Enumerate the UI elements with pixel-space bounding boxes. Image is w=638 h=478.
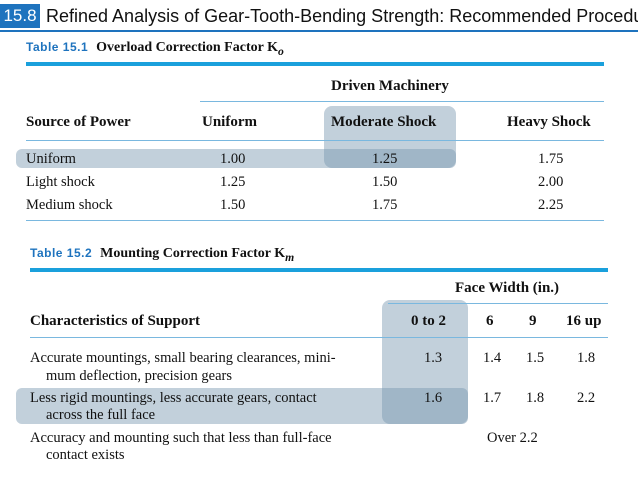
table1-col-uniform: Uniform <box>202 114 257 130</box>
table1-cell: 1.50 <box>220 197 246 213</box>
table1-caption: Table 15.1 Overload Correction Factor Ko <box>26 40 284 58</box>
table1-label: Table 15.1 <box>26 40 89 54</box>
table2-row-label-cont: mum deflection, precision gears <box>46 368 233 384</box>
table2-top-rule <box>30 268 608 272</box>
table1-row-label: Medium shock <box>26 197 113 213</box>
table2-over-value: Over 2.2 <box>487 430 538 446</box>
table2-column-highlight <box>382 300 468 424</box>
table2-row-label-cont: across the full face <box>46 407 156 423</box>
table1-cell: 1.75 <box>372 197 398 213</box>
table2-cell: 1.8 <box>577 350 596 366</box>
table2-cell: 1.3 <box>424 350 443 366</box>
table2-col-0-to-2: 0 to 2 <box>411 313 446 329</box>
table2-col-9: 9 <box>529 313 537 329</box>
table1-bottom-rule <box>26 220 604 221</box>
table1-cell: 1.50 <box>372 174 398 190</box>
table1-cell: 1.00 <box>220 151 246 167</box>
header-rule <box>0 30 638 32</box>
table2-cell: 1.5 <box>526 350 545 366</box>
table1-row-header: Source of Power <box>26 114 131 130</box>
section-number-badge: 15.8 <box>0 4 40 28</box>
table2-row-label: Accuracy and mounting such that less tha… <box>30 430 332 446</box>
page-title: Refined Analysis of Gear-Tooth-Bending S… <box>46 6 638 26</box>
table2-group-rule <box>388 303 608 304</box>
table2-col-16-up: 16 up <box>566 313 602 329</box>
table2-caption: Table 15.2 Mounting Correction Factor Km <box>30 246 294 264</box>
table1-cell: 2.00 <box>538 174 564 190</box>
table1-cell: 2.25 <box>538 197 564 213</box>
table2-row-header: Characteristics of Support <box>30 313 200 329</box>
table1-col-moderate-shock: Moderate Shock <box>331 114 437 130</box>
table1-group-rule <box>200 101 604 102</box>
table2-cell: 1.7 <box>483 390 502 406</box>
table1-col-heavy-shock: Heavy Shock <box>507 114 591 130</box>
table1-cell: 1.25 <box>372 151 398 167</box>
table1-top-rule <box>26 62 604 66</box>
table1-row-label: Light shock <box>26 174 95 190</box>
table2-header-rule <box>30 337 608 338</box>
table1-title: Overload Correction Factor Ko <box>96 40 284 58</box>
table1-cell: 1.75 <box>538 151 564 167</box>
table2-row-label: Accurate mountings, small bearing cleara… <box>30 350 336 366</box>
table1-row-label: Uniform <box>26 151 76 167</box>
table1-row-highlight <box>16 149 456 168</box>
table2-row-label-cont: contact exists <box>46 447 125 463</box>
table2-col-6: 6 <box>486 313 494 329</box>
table1-column-highlight <box>324 106 456 168</box>
table2-group-header: Face Width (in.) <box>455 280 560 296</box>
table2-label: Table 15.2 <box>30 246 93 260</box>
table2-title: Mounting Correction Factor Km <box>100 246 295 264</box>
table1-header-rule <box>26 140 604 141</box>
table2-row-label: Less rigid mountings, less accurate gear… <box>30 390 317 406</box>
table1-group-header: Driven Machinery <box>331 78 449 94</box>
table2-cell: 2.2 <box>577 390 596 406</box>
table1-cell: 1.25 <box>220 174 246 190</box>
table2-cell: 1.8 <box>526 390 545 406</box>
table2-row-highlight <box>16 388 468 424</box>
table2-cell: 1.6 <box>424 390 443 406</box>
table2-cell: 1.4 <box>483 350 502 366</box>
